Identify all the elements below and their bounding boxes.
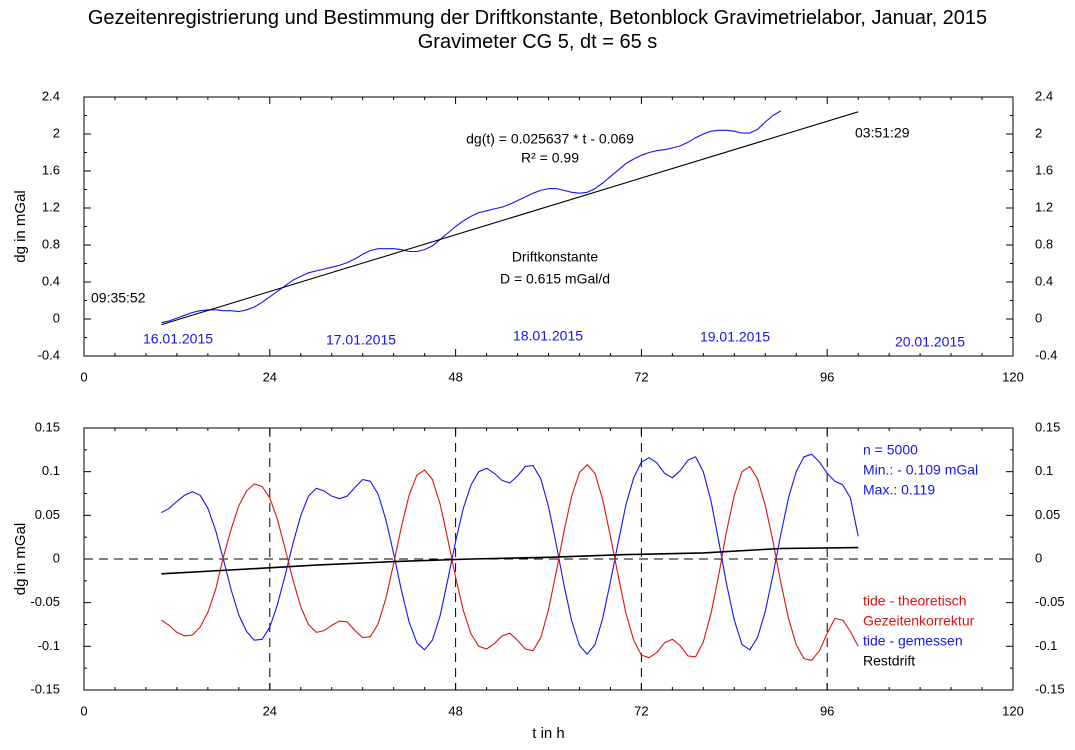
- panel-1-y-tick-label-right: 2: [1035, 125, 1042, 140]
- panel-2-y-tick-label-right: -0.15: [1035, 681, 1065, 696]
- panel-1-y-tick-label-left: 0.8: [42, 236, 60, 251]
- panel-1-x-tick-label: 24: [263, 369, 277, 384]
- panel-1-y-tick-label-left: 1.2: [42, 199, 60, 214]
- panel-1-y-tick-label-right: 1.6: [1035, 162, 1053, 177]
- panel-2-series-2-line: [161, 546, 859, 575]
- panel-2-y-tick-label-right: 0.05: [1035, 507, 1060, 522]
- panel-1: 0 24 48 72 96 120 -0.4 -0.4 0 0 0.4 0.4 0.8 0.8 1.2 1.2…: [12, 88, 1057, 384]
- panel-2-x-tick-label: 96: [820, 703, 834, 718]
- panel-2-y-tick-label-right: -0.1: [1035, 638, 1057, 653]
- panel-2-y-tick-label-right: -0.05: [1035, 594, 1065, 609]
- panel-1-y-tick-label-right: 2.4: [1035, 88, 1053, 103]
- panel-1-x-tick-label: 48: [448, 369, 462, 384]
- chart-title: Gezeitenregistrierung und Bestimmung der…: [0, 6, 1075, 54]
- panel-1-series-1-line: [161, 111, 859, 326]
- panel-2-x-tick-label: 0: [80, 703, 87, 718]
- panel-1-x-tick-label: 120: [1002, 369, 1024, 384]
- panel-2-x-axis-label: t in h: [532, 725, 565, 742]
- panel-2-y-tick-label-left: -0.15: [30, 681, 60, 696]
- panel-2-x-tick-label: 48: [448, 703, 462, 718]
- panel-2-series-0-line: [161, 453, 859, 655]
- panel-2-y-tick-label-left: 0: [53, 550, 60, 565]
- panel-1-y-tick-label-right: 0: [1035, 310, 1042, 325]
- panel-2-x-tick-label: 24: [263, 703, 277, 718]
- panel-2-annotation-0: n = 5000: [863, 442, 918, 458]
- panel-2-annotation-4: Gezeitenkorrektur: [863, 613, 975, 629]
- panel-2-y-tick-label-left: 0.1: [42, 463, 60, 478]
- panel-2-x-tick-label: 120: [1002, 703, 1024, 718]
- panel-2-y-tick-label-left: 0.15: [35, 419, 60, 434]
- panel-1-y-tick-label-left: 2.4: [42, 88, 60, 103]
- panel-1-x-tick-label: 72: [634, 369, 648, 384]
- panel-2-y-tick-label-right: 0.15: [1035, 419, 1060, 434]
- panel-1-y-tick-label-left: 2: [53, 125, 60, 140]
- panel-2-annotation-6: Restdrift: [863, 653, 915, 669]
- panel-1-x-tick-label: 0: [80, 369, 87, 384]
- panel-1-annotation-2: Driftkonstante: [512, 249, 599, 265]
- panel-1-y-tick-label-right: -0.4: [1035, 347, 1057, 362]
- panel-1-annotation-7: 17.01.2015: [326, 332, 396, 348]
- panel-1-annotation-5: 03:51:29: [855, 125, 910, 141]
- panel-1-x-tick-label: 96: [820, 369, 834, 384]
- panel-2-y-tick-label-left: 0.05: [35, 507, 60, 522]
- panel-1-y-tick-label-left: 0: [53, 310, 60, 325]
- panel-2: 0 24 48 72 96 120 -0.15 -0.15 -0.1 -0.1 -0.05 -0.05…: [12, 419, 1065, 742]
- panel-2-annotation-1: Min.: - 0.109 mGal: [863, 462, 978, 478]
- panel-1-y-tick-label-left: 1.6: [42, 162, 60, 177]
- panel-1-y-tick-label-left: -0.4: [38, 347, 60, 362]
- panel-2-series-1-line: [161, 464, 859, 661]
- panel-2-y-tick-label-right: 0: [1035, 550, 1042, 565]
- panel-2-y-tick-label-right: 0.1: [1035, 463, 1053, 478]
- panel-1-y-tick-label-left: 0.4: [42, 273, 60, 288]
- panel-2-y-axis-label: dg in mGal: [12, 523, 29, 596]
- panel-1-y-tick-label-right: 1.2: [1035, 199, 1053, 214]
- panel-1-y-tick-label-right: 0.8: [1035, 236, 1053, 251]
- panel-2-annotation-2: Max.: 0.119: [863, 482, 935, 498]
- panel-1-annotation-8: 18.01.2015: [513, 328, 583, 344]
- panel-1-annotation-10: 20.01.2015: [895, 334, 965, 350]
- chart-title-line-2: Gravimeter CG 5, dt = 65 s: [417, 31, 658, 53]
- panel-1-series-0-line: [161, 110, 782, 324]
- panel-2-y-tick-label-left: -0.05: [30, 594, 60, 609]
- chart-title-line-1: Gezeitenregistrierung und Bestimmung der…: [87, 7, 988, 29]
- panel-1-annotation-3: D = 0.615 mGal/d: [500, 271, 610, 287]
- panel-1-annotation-0: dg(t) = 0.025637 * t - 0.069: [466, 131, 634, 147]
- panel-1-annotation-1: R² = 0.99: [521, 150, 579, 166]
- panel-2-annotation-3: tide - theoretisch: [863, 593, 967, 609]
- panel-1-annotation-4: 09:35:52: [91, 290, 146, 306]
- panel-2-annotation-5: tide - gemessen: [863, 633, 963, 649]
- panel-1-y-axis-label: dg in mGal: [12, 190, 29, 263]
- panel-1-annotation-6: 16.01.2015: [143, 331, 213, 347]
- panel-1-annotation-9: 19.01.2015: [700, 329, 770, 345]
- panel-2-x-tick-label: 72: [634, 703, 648, 718]
- panel-1-y-tick-label-right: 0.4: [1035, 273, 1053, 288]
- panel-2-y-tick-label-left: -0.1: [38, 638, 60, 653]
